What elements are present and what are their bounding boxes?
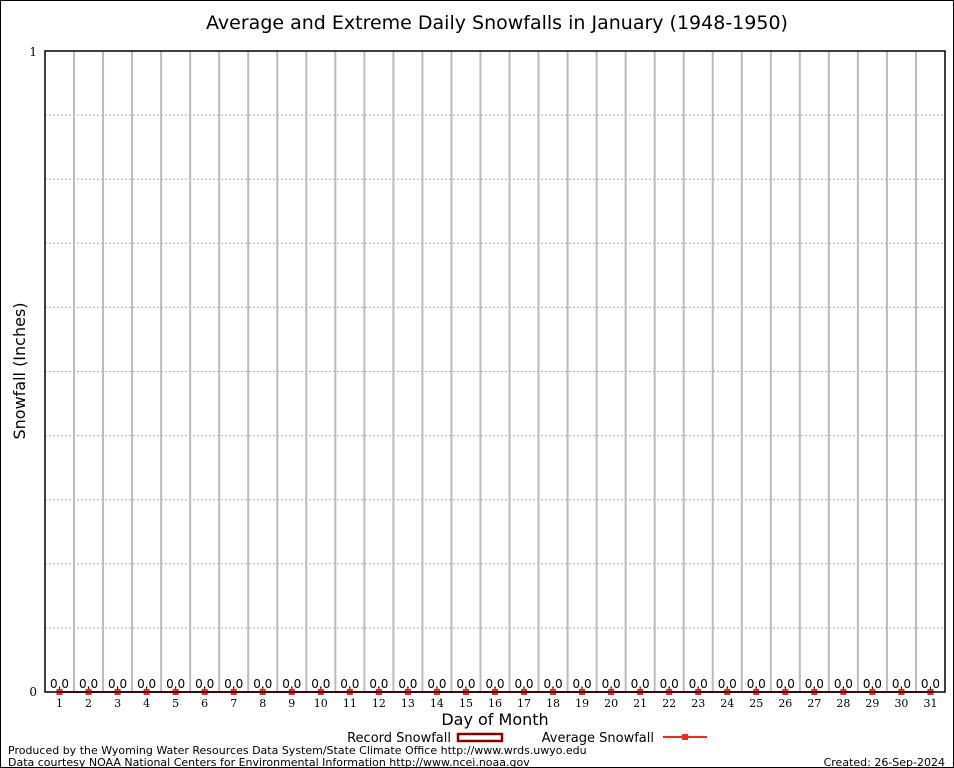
x-tick-label: 6 <box>201 697 208 710</box>
bar-value-label: 0.0 <box>311 677 330 691</box>
bar-value-label: 0.0 <box>514 677 533 691</box>
x-tick-label: 10 <box>314 697 328 710</box>
bar-value-label: 0.0 <box>369 677 388 691</box>
legend-label-record: Record Snowfall <box>347 731 451 746</box>
bar-value-label: 0.0 <box>340 677 359 691</box>
x-tick-label: 23 <box>691 697 705 710</box>
plot-frame <box>44 50 946 693</box>
bar-value-label: 0.0 <box>224 677 243 691</box>
bar-value-label: 0.0 <box>776 677 795 691</box>
bar-value-label: 0.0 <box>747 677 766 691</box>
y-tick-label: 1 <box>29 45 37 59</box>
bar-value-label: 0.0 <box>485 677 504 691</box>
chart-title: Average and Extreme Daily Snowfalls in J… <box>206 12 788 34</box>
x-tick-label: 2 <box>85 697 92 710</box>
footer-created: Created: 26-Sep-2024 <box>824 756 945 768</box>
x-tick-label: 9 <box>288 697 295 710</box>
bar-value-label: 0.0 <box>921 677 940 691</box>
x-tick-label: 17 <box>517 697 531 710</box>
legend: Record Snowfall Average Snowfall <box>347 731 707 746</box>
bar-value-label: 0.0 <box>456 677 475 691</box>
x-tick-label: 28 <box>836 697 850 710</box>
y-axis-label: Snowfall (Inches) <box>10 302 29 439</box>
x-tick-label: 3 <box>114 697 121 710</box>
bar-value-label: 0.0 <box>544 677 563 691</box>
footer-produced-by: Produced by the Wyoming Water Resources … <box>8 744 587 757</box>
bar-value-label: 0.0 <box>718 677 737 691</box>
x-tick-label: 20 <box>604 697 618 710</box>
bar-value-label: 0.0 <box>602 677 621 691</box>
x-tick-label: 19 <box>575 697 589 710</box>
bar-value-label: 0.0 <box>689 677 708 691</box>
legend-marker-average <box>682 734 688 740</box>
x-tick-label: 16 <box>488 697 502 710</box>
bar-value-label: 0.0 <box>195 677 214 691</box>
x-tick-label: 13 <box>401 697 415 710</box>
bar-value-label: 0.0 <box>50 677 69 691</box>
x-tick-label: 25 <box>749 697 763 710</box>
bar-value-label: 0.0 <box>427 677 446 691</box>
x-tick-label: 21 <box>633 697 647 710</box>
x-tick-label: 29 <box>865 697 879 710</box>
x-tick-label: 18 <box>546 697 560 710</box>
legend-label-average: Average Snowfall <box>542 731 654 746</box>
x-tick-label: 30 <box>894 697 908 710</box>
bar-value-label: 0.0 <box>834 677 853 691</box>
x-tick-label: 24 <box>720 697 734 710</box>
x-tick-label: 12 <box>372 697 386 710</box>
x-tick-label: 1 <box>56 697 63 710</box>
x-tick-label: 31 <box>923 697 937 710</box>
y-tick-label: 0 <box>29 685 37 699</box>
bar-value-label: 0.0 <box>282 677 301 691</box>
legend-swatch-record <box>456 732 504 743</box>
x-tick-label: 27 <box>807 697 821 710</box>
bar-value-label: 0.0 <box>253 677 272 691</box>
x-tick-label: 26 <box>778 697 792 710</box>
x-tick-label: 15 <box>459 697 473 710</box>
x-tick-label: 14 <box>430 697 444 710</box>
footer-data-courtesy: Data courtesy NOAA National Centers for … <box>8 756 530 768</box>
bar-value-label: 0.0 <box>108 677 127 691</box>
x-axis-label: Day of Month <box>441 710 548 729</box>
bar-value-label: 0.0 <box>573 677 592 691</box>
x-tick-label: 5 <box>172 697 179 710</box>
bar-value-label: 0.0 <box>79 677 98 691</box>
x-tick-label: 22 <box>662 697 676 710</box>
bar-value-label: 0.0 <box>398 677 417 691</box>
x-tick-label: 8 <box>259 697 266 710</box>
bar-value-label: 0.0 <box>805 677 824 691</box>
x-tick-label: 11 <box>343 697 357 710</box>
bar-value-label: 0.0 <box>137 677 156 691</box>
x-tick-label: 4 <box>143 697 150 710</box>
bar-value-label: 0.0 <box>660 677 679 691</box>
bar-value-label: 0.0 <box>863 677 882 691</box>
bar-value-label: 0.0 <box>166 677 185 691</box>
bar-value-label: 0.0 <box>892 677 911 691</box>
bar-value-label: 0.0 <box>631 677 650 691</box>
x-tick-label: 7 <box>230 697 237 710</box>
